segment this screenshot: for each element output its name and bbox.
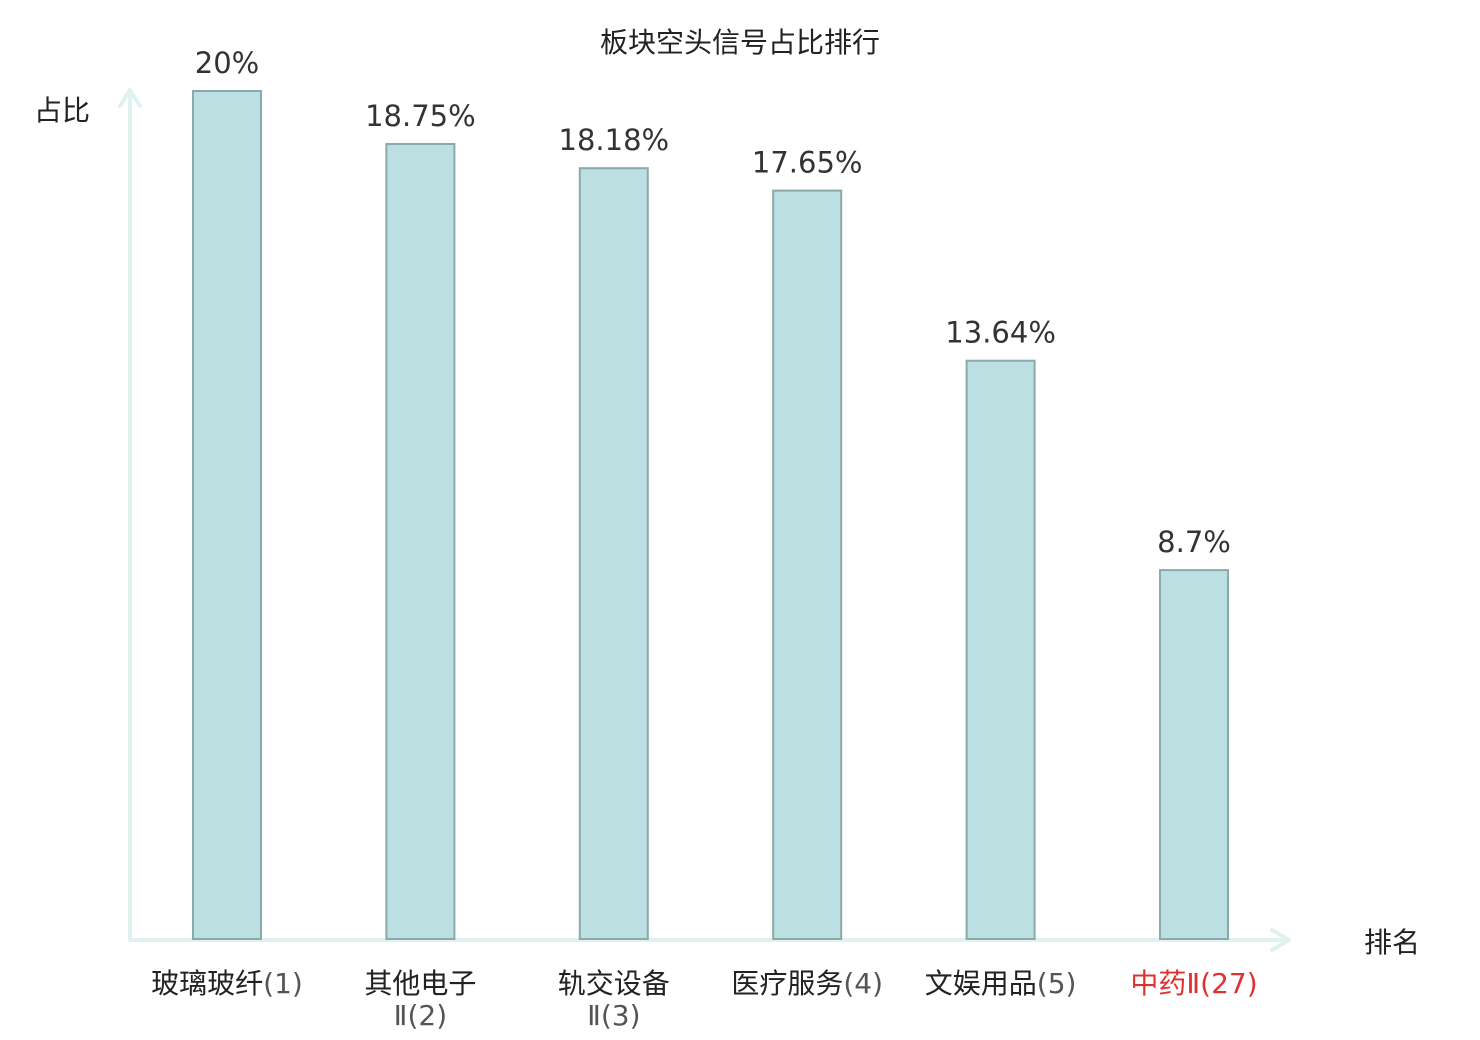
value-label: 13.64% [945,316,1056,350]
x-tick-name: 其他电子 [364,967,476,1000]
x-tick-name: 医疗服务 [731,967,843,1000]
bar [772,189,843,941]
x-axis-label: 排名 [1364,926,1420,959]
bar [192,90,262,940]
bar [578,167,649,940]
bar [385,143,456,940]
x-axis-arrow-icon [1270,928,1291,952]
x-tick-label: 文娱用品(5) [925,967,1077,1000]
value-label: 18.75% [365,99,476,133]
x-tick-name: 玻璃玻纤 [151,967,263,1000]
x-tick-name: 轨交设备 [558,967,670,1000]
x-tick-label: 玻璃玻纤(1) [151,967,303,1000]
x-tick-name: 文娱用品 [925,967,1037,1000]
y-axis-arrow-icon [118,88,142,108]
bar [965,359,1036,940]
value-label: 8.7% [1157,525,1231,559]
svg-text:医疗服务(4): 医疗服务(4) [731,967,883,1000]
value-label: 20% [195,46,259,80]
value-label: 18.18% [559,123,670,157]
x-tick-rank: Ⅱ(2) [394,999,447,1032]
x-tick-rank: (5) [1037,967,1077,1000]
chart-title: 板块空头信号占比排行 [600,26,880,59]
x-tick-rank: (4) [843,967,883,1000]
svg-text:玻璃玻纤(1): 玻璃玻纤(1) [151,967,303,1000]
y-axis-label: 占比 [34,94,90,127]
x-tick-name: 中药 [1130,967,1186,1000]
svg-text:文娱用品(5): 文娱用品(5) [925,967,1077,1000]
value-label: 17.65% [752,146,863,180]
bar [1159,569,1229,940]
value-labels-group: 20% 18.75% 18.18% 17.65% 13.64% 8.7% [195,46,1231,559]
svg-text:中药Ⅱ(27): 中药Ⅱ(27) [1130,967,1257,1000]
bars-group [192,90,1229,941]
x-tick-rank: (1) [263,967,303,1000]
x-tick-rank: Ⅱ(27) [1186,967,1257,1000]
x-tick-label: 中药Ⅱ(27) [1130,967,1257,1000]
x-tick-rank: Ⅱ(3) [587,999,640,1032]
axes [118,88,1291,952]
x-tick-label: 医疗服务(4) [731,967,883,1000]
